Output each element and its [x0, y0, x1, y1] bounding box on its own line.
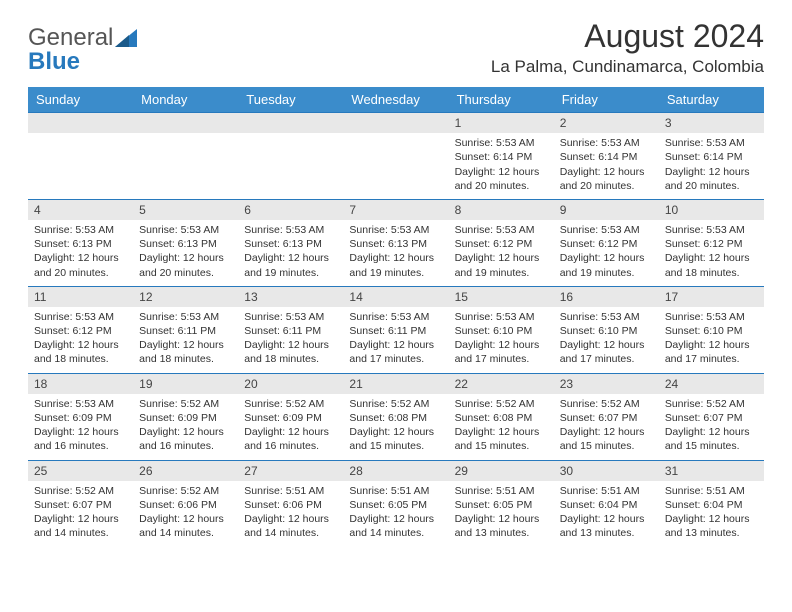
calendar-table: SundayMondayTuesdayWednesdayThursdayFrid…	[28, 87, 764, 546]
location-text: La Palma, Cundinamarca, Colombia	[491, 57, 764, 77]
day-info-cell: Sunrise: 5:52 AMSunset: 6:07 PMDaylight:…	[659, 394, 764, 460]
logo-line2: Blue	[28, 42, 80, 76]
day-number-cell: 8	[449, 199, 554, 220]
day-header-row: SundayMondayTuesdayWednesdayThursdayFrid…	[28, 87, 764, 113]
day-number-cell: 7	[343, 199, 448, 220]
day-info-cell: Sunrise: 5:52 AMSunset: 6:09 PMDaylight:…	[238, 394, 343, 460]
day-info-cell: Sunrise: 5:53 AMSunset: 6:09 PMDaylight:…	[28, 394, 133, 460]
day-number-cell: 30	[554, 460, 659, 481]
day-number-cell: 5	[133, 199, 238, 220]
logo-text-blue: Blue	[28, 48, 80, 76]
day-info-cell: Sunrise: 5:53 AMSunset: 6:14 PMDaylight:…	[449, 133, 554, 199]
day-info-cell: Sunrise: 5:51 AMSunset: 6:05 PMDaylight:…	[343, 481, 448, 547]
day-number-cell: 20	[238, 373, 343, 394]
day-number-cell: 1	[449, 113, 554, 134]
day-info-cell: Sunrise: 5:52 AMSunset: 6:06 PMDaylight:…	[133, 481, 238, 547]
daynum-row: 18192021222324	[28, 373, 764, 394]
day-info-cell: Sunrise: 5:51 AMSunset: 6:05 PMDaylight:…	[449, 481, 554, 547]
day-info-cell: Sunrise: 5:53 AMSunset: 6:10 PMDaylight:…	[449, 307, 554, 373]
day-number-cell: 28	[343, 460, 448, 481]
day-header: Sunday	[28, 87, 133, 113]
day-info-cell: Sunrise: 5:53 AMSunset: 6:11 PMDaylight:…	[133, 307, 238, 373]
title-block: August 2024 La Palma, Cundinamarca, Colo…	[491, 18, 764, 77]
day-info-cell: Sunrise: 5:53 AMSunset: 6:13 PMDaylight:…	[238, 220, 343, 286]
day-number-cell: 17	[659, 286, 764, 307]
day-info-cell: Sunrise: 5:51 AMSunset: 6:04 PMDaylight:…	[554, 481, 659, 547]
day-header: Tuesday	[238, 87, 343, 113]
day-number-cell: 12	[133, 286, 238, 307]
day-number-cell: 15	[449, 286, 554, 307]
day-info-cell: Sunrise: 5:53 AMSunset: 6:13 PMDaylight:…	[343, 220, 448, 286]
day-number-cell	[28, 113, 133, 134]
day-number-cell: 9	[554, 199, 659, 220]
day-header: Monday	[133, 87, 238, 113]
day-header: Wednesday	[343, 87, 448, 113]
day-number-cell: 11	[28, 286, 133, 307]
daynum-row: 11121314151617	[28, 286, 764, 307]
day-info-cell: Sunrise: 5:52 AMSunset: 6:09 PMDaylight:…	[133, 394, 238, 460]
day-info-cell: Sunrise: 5:53 AMSunset: 6:12 PMDaylight:…	[554, 220, 659, 286]
info-row: Sunrise: 5:53 AMSunset: 6:12 PMDaylight:…	[28, 307, 764, 373]
day-header: Thursday	[449, 87, 554, 113]
day-number-cell: 16	[554, 286, 659, 307]
day-info-cell	[28, 133, 133, 199]
day-info-cell: Sunrise: 5:53 AMSunset: 6:12 PMDaylight:…	[28, 307, 133, 373]
day-info-cell: Sunrise: 5:53 AMSunset: 6:14 PMDaylight:…	[659, 133, 764, 199]
day-number-cell: 22	[449, 373, 554, 394]
day-info-cell: Sunrise: 5:52 AMSunset: 6:08 PMDaylight:…	[343, 394, 448, 460]
day-number-cell: 26	[133, 460, 238, 481]
day-info-cell: Sunrise: 5:52 AMSunset: 6:07 PMDaylight:…	[554, 394, 659, 460]
day-info-cell: Sunrise: 5:53 AMSunset: 6:11 PMDaylight:…	[238, 307, 343, 373]
day-info-cell: Sunrise: 5:53 AMSunset: 6:12 PMDaylight:…	[659, 220, 764, 286]
day-number-cell: 14	[343, 286, 448, 307]
day-number-cell: 27	[238, 460, 343, 481]
day-number-cell: 19	[133, 373, 238, 394]
day-info-cell	[343, 133, 448, 199]
info-row: Sunrise: 5:52 AMSunset: 6:07 PMDaylight:…	[28, 481, 764, 547]
day-number-cell	[133, 113, 238, 134]
day-number-cell	[343, 113, 448, 134]
info-row: Sunrise: 5:53 AMSunset: 6:09 PMDaylight:…	[28, 394, 764, 460]
day-info-cell	[238, 133, 343, 199]
day-info-cell: Sunrise: 5:53 AMSunset: 6:14 PMDaylight:…	[554, 133, 659, 199]
calendar-head: SundayMondayTuesdayWednesdayThursdayFrid…	[28, 87, 764, 113]
day-info-cell: Sunrise: 5:53 AMSunset: 6:10 PMDaylight:…	[659, 307, 764, 373]
day-info-cell: Sunrise: 5:53 AMSunset: 6:10 PMDaylight:…	[554, 307, 659, 373]
day-info-cell: Sunrise: 5:51 AMSunset: 6:04 PMDaylight:…	[659, 481, 764, 547]
day-number-cell: 13	[238, 286, 343, 307]
day-number-cell: 4	[28, 199, 133, 220]
day-info-cell: Sunrise: 5:53 AMSunset: 6:11 PMDaylight:…	[343, 307, 448, 373]
day-info-cell	[133, 133, 238, 199]
day-number-cell: 10	[659, 199, 764, 220]
day-number-cell: 24	[659, 373, 764, 394]
daynum-row: 25262728293031	[28, 460, 764, 481]
logo-triangle-icon	[115, 29, 137, 47]
day-number-cell: 18	[28, 373, 133, 394]
page-header: General August 2024 La Palma, Cundinamar…	[28, 18, 764, 77]
day-info-cell: Sunrise: 5:52 AMSunset: 6:07 PMDaylight:…	[28, 481, 133, 547]
day-info-cell: Sunrise: 5:53 AMSunset: 6:12 PMDaylight:…	[449, 220, 554, 286]
day-number-cell: 21	[343, 373, 448, 394]
info-row: Sunrise: 5:53 AMSunset: 6:14 PMDaylight:…	[28, 133, 764, 199]
info-row: Sunrise: 5:53 AMSunset: 6:13 PMDaylight:…	[28, 220, 764, 286]
day-number-cell: 31	[659, 460, 764, 481]
day-info-cell: Sunrise: 5:51 AMSunset: 6:06 PMDaylight:…	[238, 481, 343, 547]
day-info-cell: Sunrise: 5:53 AMSunset: 6:13 PMDaylight:…	[28, 220, 133, 286]
day-number-cell: 29	[449, 460, 554, 481]
day-number-cell: 23	[554, 373, 659, 394]
day-number-cell: 3	[659, 113, 764, 134]
daynum-row: 123	[28, 113, 764, 134]
day-info-cell: Sunrise: 5:52 AMSunset: 6:08 PMDaylight:…	[449, 394, 554, 460]
daynum-row: 45678910	[28, 199, 764, 220]
day-number-cell	[238, 113, 343, 134]
day-info-cell: Sunrise: 5:53 AMSunset: 6:13 PMDaylight:…	[133, 220, 238, 286]
month-title: August 2024	[491, 18, 764, 55]
day-number-cell: 2	[554, 113, 659, 134]
calendar-body: 123 Sunrise: 5:53 AMSunset: 6:14 PMDayli…	[28, 113, 764, 547]
day-number-cell: 6	[238, 199, 343, 220]
day-header: Friday	[554, 87, 659, 113]
day-header: Saturday	[659, 87, 764, 113]
day-number-cell: 25	[28, 460, 133, 481]
